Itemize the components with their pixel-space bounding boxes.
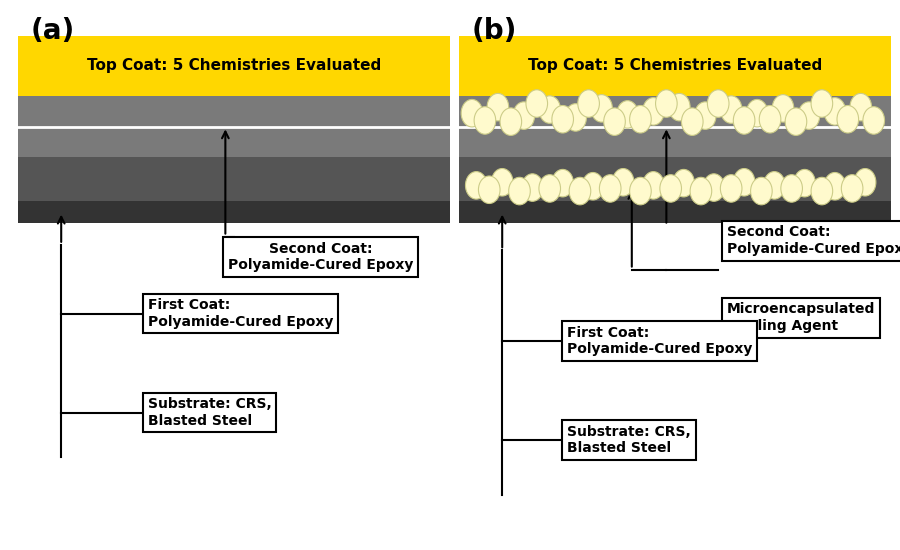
Circle shape [763,172,785,199]
Circle shape [491,168,513,196]
Text: Substrate: CRS,
Blasted Steel: Substrate: CRS, Blasted Steel [567,425,691,455]
Circle shape [630,177,652,205]
Circle shape [582,173,604,200]
Circle shape [660,175,681,202]
Circle shape [669,94,690,121]
Bar [459,201,891,223]
Circle shape [612,168,634,196]
Circle shape [539,175,561,202]
Circle shape [798,102,820,129]
Circle shape [479,176,500,204]
Bar [459,157,891,201]
Circle shape [837,106,859,133]
Circle shape [811,90,832,117]
Circle shape [863,107,885,134]
Circle shape [785,108,806,135]
Circle shape [487,94,508,121]
Bar [18,201,450,223]
Circle shape [616,101,638,128]
Circle shape [760,106,781,133]
Bar [18,157,450,201]
Circle shape [734,107,755,134]
Circle shape [794,169,815,197]
Circle shape [824,173,846,200]
Circle shape [720,96,742,123]
Circle shape [751,177,772,205]
Circle shape [590,95,612,122]
Circle shape [513,102,535,129]
Circle shape [508,177,530,205]
Circle shape [569,177,590,205]
Circle shape [703,174,724,201]
Circle shape [655,90,677,117]
Circle shape [695,102,716,129]
Circle shape [734,168,755,196]
Circle shape [707,90,729,117]
Bar [459,36,891,96]
Circle shape [811,177,832,205]
Bar [18,36,450,96]
Circle shape [465,172,487,199]
Circle shape [824,98,846,125]
Text: First Coat:
Polyamide-Cured Epoxy: First Coat: Polyamide-Cured Epoxy [567,326,752,356]
Circle shape [604,108,626,135]
Circle shape [552,106,573,133]
Text: Second Coat:
Polyamide-Cured Epoxy: Second Coat: Polyamide-Cured Epoxy [228,242,413,272]
Circle shape [673,169,695,197]
Text: Top Coat: 5 Chemistries Evaluated: Top Coat: 5 Chemistries Evaluated [528,58,822,74]
Text: (a): (a) [31,16,76,45]
Circle shape [500,108,522,135]
Bar [18,96,450,157]
Circle shape [522,174,544,201]
Circle shape [539,96,561,123]
Text: Top Coat: 5 Chemistries Evaluated: Top Coat: 5 Chemistries Evaluated [87,58,381,74]
Circle shape [599,175,621,202]
Circle shape [526,90,547,117]
Circle shape [552,169,573,197]
Text: Microencapsulated
Healing Agent: Microencapsulated Healing Agent [727,302,875,333]
Text: First Coat:
Polyamide-Cured Epoxy: First Coat: Polyamide-Cured Epoxy [148,299,333,328]
Circle shape [643,172,664,199]
Circle shape [690,177,712,205]
Circle shape [781,175,803,202]
Text: Substrate: CRS,
Blasted Steel: Substrate: CRS, Blasted Steel [148,398,272,427]
Circle shape [578,90,599,117]
Circle shape [746,100,768,127]
Circle shape [461,100,482,127]
Circle shape [630,106,652,133]
Circle shape [720,175,742,202]
Circle shape [643,98,664,125]
Circle shape [854,168,876,196]
Circle shape [772,95,794,122]
Circle shape [681,108,703,135]
Bar [459,96,891,157]
Circle shape [474,107,496,134]
Text: (b): (b) [472,16,518,45]
Circle shape [565,103,587,131]
Circle shape [850,94,871,121]
Circle shape [842,175,863,202]
Text: Second Coat:
Polyamide-Cured Epoxy: Second Coat: Polyamide-Cured Epoxy [727,226,900,256]
